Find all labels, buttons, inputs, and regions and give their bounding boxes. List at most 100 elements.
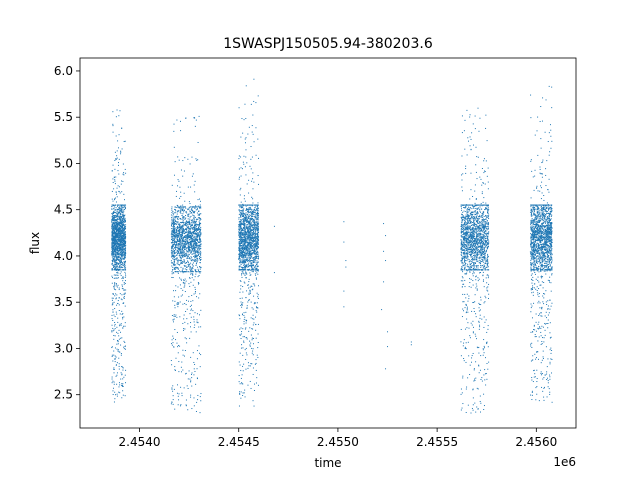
data-point <box>177 179 179 181</box>
data-point <box>242 223 244 225</box>
data-point <box>187 300 189 302</box>
data-point <box>174 259 176 261</box>
data-point <box>182 249 184 251</box>
data-point <box>122 230 124 232</box>
data-point <box>239 393 241 395</box>
data-point <box>171 262 173 264</box>
data-point <box>248 299 250 301</box>
data-point <box>186 266 188 268</box>
data-point <box>198 245 200 247</box>
data-point <box>123 230 125 231</box>
data-point <box>121 230 123 232</box>
data-point <box>199 241 201 243</box>
data-point <box>113 219 115 221</box>
data-point <box>113 235 115 237</box>
data-point <box>121 211 123 213</box>
data-point <box>122 258 124 260</box>
data-point <box>121 337 123 339</box>
data-point <box>196 240 198 242</box>
data-point <box>244 216 246 218</box>
data-point <box>193 250 195 251</box>
data-point <box>122 237 124 239</box>
data-point <box>187 261 189 263</box>
data-point <box>173 290 175 292</box>
data-point <box>173 252 175 254</box>
data-point <box>124 374 126 376</box>
data-point <box>190 252 192 254</box>
data-point <box>244 204 246 206</box>
data-point <box>180 206 182 208</box>
chart-title: 1SWASPJ150505.94-380203.6 <box>223 36 433 52</box>
data-point <box>117 340 119 342</box>
data-point <box>181 250 183 252</box>
data-point <box>243 223 245 225</box>
data-point <box>242 264 244 266</box>
data-point <box>115 364 117 366</box>
data-point <box>253 252 255 254</box>
data-point <box>114 216 116 218</box>
data-point <box>114 179 116 181</box>
data-point <box>184 246 186 248</box>
data-point <box>239 250 241 252</box>
data-point <box>122 280 124 282</box>
data-point <box>173 255 175 257</box>
data-point <box>175 221 177 223</box>
data-point <box>119 260 121 262</box>
data-point <box>240 334 242 336</box>
data-point <box>255 213 257 215</box>
data-point <box>242 214 244 216</box>
data-point <box>249 252 251 254</box>
data-point <box>115 231 117 233</box>
data-point <box>182 220 184 222</box>
data-point <box>115 226 117 228</box>
data-point <box>250 218 252 220</box>
data-point <box>117 317 119 319</box>
data-point <box>171 344 173 346</box>
data-point <box>245 260 247 262</box>
data-point <box>190 186 192 188</box>
data-point <box>195 119 197 121</box>
data-point <box>242 248 244 250</box>
data-point <box>197 234 199 236</box>
data-point <box>123 233 125 235</box>
data-point <box>193 252 195 254</box>
data-point <box>190 233 192 235</box>
data-point <box>121 373 123 375</box>
data-point <box>183 170 185 172</box>
data-point <box>123 229 125 231</box>
data-point <box>119 212 121 214</box>
data-point <box>251 307 253 309</box>
data-point <box>184 240 186 242</box>
data-point <box>116 222 118 224</box>
data-point <box>185 248 187 250</box>
data-point <box>119 256 121 258</box>
data-point <box>196 350 198 352</box>
data-point <box>189 248 191 250</box>
data-point <box>174 232 176 234</box>
data-point <box>199 204 201 206</box>
data-point <box>252 236 254 238</box>
data-point <box>170 252 172 254</box>
data-point <box>182 217 184 219</box>
data-point <box>186 236 188 238</box>
data-point <box>248 207 250 209</box>
data-point <box>112 231 114 233</box>
data-point <box>250 254 252 256</box>
data-point <box>120 215 122 217</box>
data-point <box>123 215 125 217</box>
data-point <box>123 234 125 236</box>
data-point <box>248 255 250 257</box>
data-point <box>119 234 121 236</box>
data-point <box>246 249 248 251</box>
data-point <box>118 304 120 306</box>
data-point <box>250 212 252 214</box>
data-point <box>246 214 248 216</box>
data-point <box>186 223 188 225</box>
data-point <box>175 227 177 229</box>
data-point <box>180 212 182 214</box>
data-point <box>181 234 183 236</box>
data-point <box>178 250 180 252</box>
data-point <box>172 240 174 242</box>
data-point <box>113 350 115 352</box>
data-point <box>191 240 193 242</box>
